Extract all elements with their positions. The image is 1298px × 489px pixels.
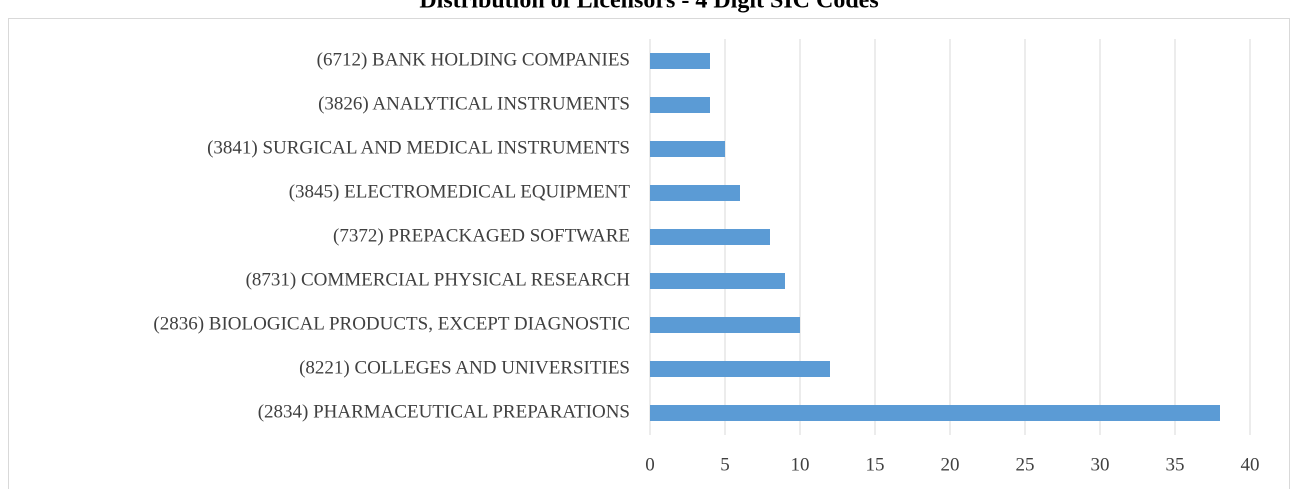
y-tick-label: (3826) ANALYTICAL INSTRUMENTS (318, 93, 630, 114)
bar (650, 185, 740, 201)
bar (650, 97, 710, 113)
bar (650, 405, 1220, 421)
y-tick-label: (2836) BIOLOGICAL PRODUCTS, EXCEPT DIAGN… (153, 313, 630, 334)
x-tick-label: 0 (645, 454, 655, 475)
x-tick-label: 5 (720, 454, 730, 475)
y-tick-label: (6712) BANK HOLDING COMPANIES (317, 49, 630, 70)
bar (650, 229, 770, 245)
y-tick-label: (7372) PREPACKAGED SOFTWARE (333, 225, 630, 246)
bar (650, 317, 800, 333)
x-tick-label: 25 (1016, 454, 1035, 475)
y-tick-label: (8221) COLLEGES AND UNIVERSITIES (299, 357, 630, 378)
y-tick-label: (2834) PHARMACEUTICAL PREPARATIONS (258, 401, 630, 422)
x-tick-label: 15 (866, 454, 885, 475)
bar (650, 141, 725, 157)
y-tick-label: (8731) COMMERCIAL PHYSICAL RESEARCH (246, 269, 631, 290)
y-tick-label: (3845) ELECTROMEDICAL EQUIPMENT (289, 181, 631, 202)
chart-title: Distribution of Licensors - 4 Digit SIC … (419, 0, 878, 14)
x-tick-label: 10 (791, 454, 810, 475)
y-tick-label: (3841) SURGICAL AND MEDICAL INSTRUMENTS (207, 137, 630, 158)
x-tick-label: 40 (1241, 454, 1260, 475)
bar (650, 361, 830, 377)
x-tick-label: 30 (1091, 454, 1110, 475)
x-tick-label: 20 (941, 454, 960, 475)
bar (650, 53, 710, 69)
bar (650, 273, 785, 289)
x-tick-label: 35 (1166, 454, 1185, 475)
